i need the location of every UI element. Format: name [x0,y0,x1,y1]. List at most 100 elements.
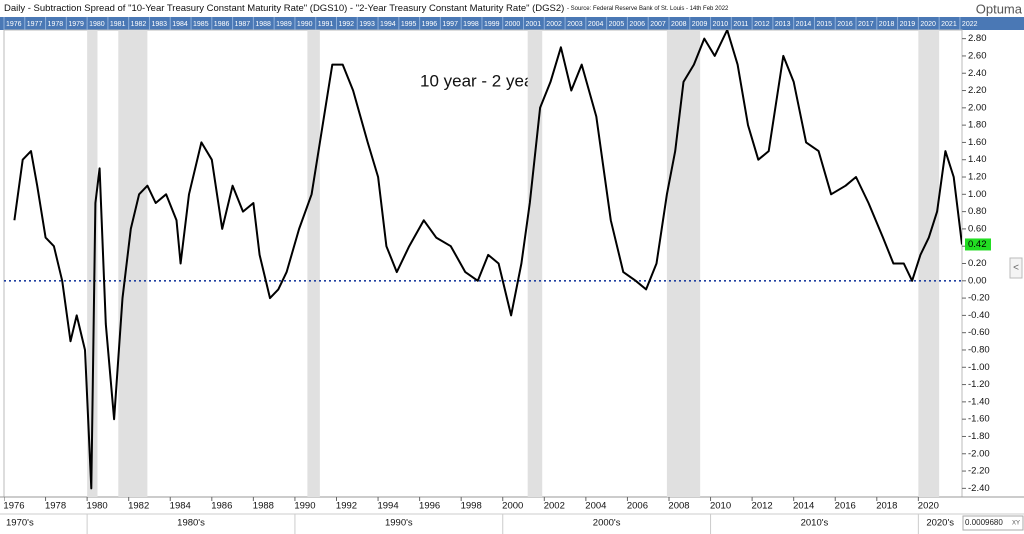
x-tick-label: 2004 [585,501,606,512]
top-year-label: 1982 [131,21,147,28]
x-tick-label: 1978 [45,501,66,512]
y-tick-label: 2.40 [968,68,987,79]
top-year-label: 2019 [900,21,916,28]
readout-box [962,515,1024,531]
collapse-button[interactable] [1009,257,1023,279]
x-tick-label: 2000 [502,501,523,512]
x-tick-label: 1980 [87,501,108,512]
x-tick-label: 1986 [211,501,232,512]
top-year-label: 2005 [609,21,625,28]
x-tick-label: 2002 [544,501,565,512]
y-tick-label: 2.80 [968,33,987,44]
x-tick-label: 1984 [170,501,191,512]
top-year-label: 2003 [567,21,583,28]
decade-label: 1990's [385,518,413,529]
y-tick-label: -2.00 [968,448,990,459]
source-text: - Source: Federal Reserve Bank of St. Lo… [567,6,729,12]
top-year-label: 1984 [172,21,188,28]
top-year-label: 1978 [48,21,64,28]
last-value-label: 0.42 [968,239,987,250]
y-tick-label: 1.00 [968,189,987,200]
top-year-label: 2013 [775,21,791,28]
last-value-box [965,238,991,251]
top-year-label: 1989 [276,21,292,28]
x-tick-label: 2010 [710,501,731,512]
top-year-label: 1995 [401,21,417,28]
y-tick-label: -1.60 [968,414,990,425]
top-year-label: 1990 [297,21,313,28]
y-tick-label: 0.20 [968,258,987,269]
x-axis: 1976 1978 1980 1982 1984 1986 1988 1990 1992 1994… [3,497,954,534]
y-tick-label: 0.80 [968,206,987,217]
top-year-label: 1983 [151,21,167,28]
decade-label: 2000's [593,518,621,529]
shaded-range [118,30,148,497]
x-tick-label: 1976 [3,501,24,512]
series-line [13,30,962,490]
top-year-label: 2016 [837,21,853,28]
y-tick-label: -2.40 [968,483,990,494]
top-year-label: 2020 [920,21,936,28]
top-year-label: 2009 [692,21,708,28]
y-tick-label: -0.20 [968,293,990,304]
y-tick-label: -1.20 [968,379,990,390]
shaded-range [527,30,543,497]
shaded-range [87,30,98,497]
decade-label: 2010's [801,518,829,529]
decade-label: 1980's [177,518,205,529]
x-tick-label: 1994 [377,501,398,512]
x-tick-label: 1990 [294,501,315,512]
x-tick-label: 2020 [918,501,939,512]
top-year-label: 2010 [713,21,729,28]
y-tick-label: 0.60 [968,223,987,234]
x-tick-label: 1998 [461,501,482,512]
x-tick-label: 2016 [835,501,856,512]
top-year-label: 1986 [214,21,230,28]
y-tick-label: -1.40 [968,396,990,407]
top-year-label: 2006 [629,21,645,28]
x-tick-label: 2018 [876,501,897,512]
top-year-label: 1996 [422,21,438,28]
shaded-range [918,30,940,497]
y-tick-label: 2.20 [968,85,987,96]
top-year-label: 2018 [879,21,895,28]
collapse-icon: < [1013,263,1019,274]
top-year-label: 1997 [442,21,458,28]
top-year-label: 1998 [463,21,479,28]
logo: Optuma [976,1,1023,16]
readout-mode: XY [1012,521,1020,527]
scale-readout: 0.0009680 [965,518,1003,527]
x-tick-label: 1996 [419,501,440,512]
top-year-label: 2008 [671,21,687,28]
x-tick-label: 2012 [752,501,773,512]
top-year-label: 2021 [941,21,957,28]
y-tick-label: -1.00 [968,362,990,373]
top-year-label: 2022 [962,21,978,28]
top-year-label: 1999 [484,21,500,28]
x-tick-label: 2014 [793,501,814,512]
y-tick-label: 2.00 [968,102,987,113]
plot-area [4,30,962,497]
shaded-range [307,30,320,497]
y-tick-label: -1.80 [968,431,990,442]
y-tick-label: 2.60 [968,50,987,61]
chart-title: Daily - Subtraction Spread of "10-Year T… [4,3,729,14]
top-year-label: 1994 [380,21,396,28]
annotation: 10 year - 2 year [420,71,539,90]
top-year-label: 1977 [27,21,43,28]
top-year-label: 1992 [338,21,354,28]
title-text: Daily - Subtraction Spread of "10-Year T… [4,3,564,14]
top-year-label: 1991 [318,21,334,28]
y-tick-label: -0.40 [968,310,990,321]
top-year-label: 2017 [858,21,874,28]
y-tick-label: 1.80 [968,120,987,131]
decade-label: 2020's [926,518,954,529]
x-tick-label: 1988 [253,501,274,512]
x-tick-label: 1982 [128,501,149,512]
y-tick-label: -0.80 [968,344,990,355]
top-year-label: 1988 [255,21,271,28]
top-year-label: 2007 [650,21,666,28]
top-year-label: 2002 [546,21,562,28]
